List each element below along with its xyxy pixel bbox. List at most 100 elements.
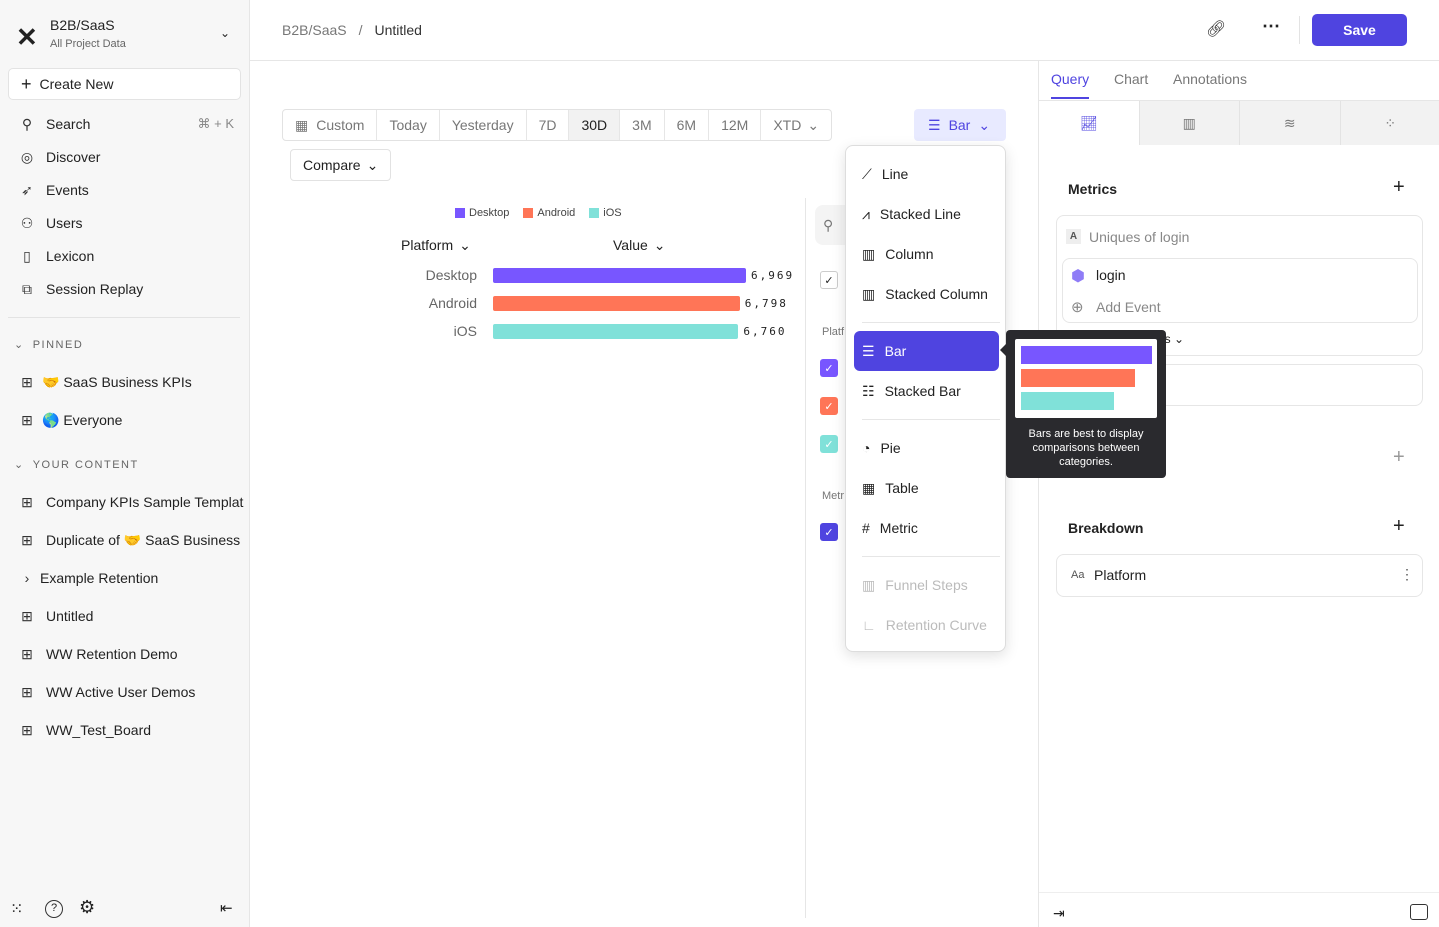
date-option-xtd[interactable]: XTD ⌄ [761,110,831,140]
metric-name[interactable]: Uniques of login [1089,229,1190,245]
add-event-button[interactable]: Add Event [1096,299,1161,315]
tab-chart[interactable]: Chart [1114,71,1149,87]
chart-type-menu: ⟋ Line ⩘ Stacked Line ▥ Column ▥ Stacked Col… [845,145,1006,652]
date-option-30d[interactable]: 30D [569,110,621,140]
report-title[interactable]: Untitled [374,22,422,38]
compare-button[interactable]: Compare ⌄ [290,149,392,181]
tab-annotations[interactable]: Annotations [1173,71,1247,87]
sidebar-item-lexicon[interactable]: ▯ Lexicon [18,244,94,268]
menu-item-column[interactable]: ▥ Column [854,234,999,274]
android-checkbox[interactable]: ✓ [820,397,838,415]
bar[interactable] [493,324,739,339]
apps-grid-icon[interactable]: ⁙ [10,901,24,918]
menu-item-line[interactable]: ⟋ Line [854,154,999,194]
menu-item-metric[interactable]: # Metric [854,508,999,548]
legend-item[interactable]: iOS [589,207,622,219]
content-item[interactable]: ⊞ WW Active User Demos [18,680,195,704]
sidebar-item-users[interactable]: ⚇ Users [18,211,83,235]
metric-checkbox[interactable]: ✓ [820,523,838,541]
calendar-icon: ▦ [295,116,309,133]
sidebar-item-discover[interactable]: ◎ Discover [18,145,101,169]
column-header-value[interactable]: Value ⌄ [613,237,666,254]
legend-item[interactable]: Android [523,207,575,219]
pinned-section-toggle[interactable]: ⌄ PINNED [14,338,84,352]
menu-item-stacked-column[interactable]: ▥ Stacked Column [854,274,999,314]
sidebar-item-events[interactable]: ➶ Events [18,178,89,202]
content-item[interactable]: ⊞ WW_Test_Board [18,718,151,742]
content-section-toggle[interactable]: ⌄ YOUR CONTENT [14,458,139,472]
sidebar-item-search[interactable]: ⚲ Search ⌘ + K [18,112,234,136]
desktop-checkbox[interactable]: ✓ [820,359,838,377]
content-item[interactable]: › Example Retention [18,566,159,590]
board-icon: ⊞ [21,645,33,662]
date-option-custom[interactable]: ▦ Custom [283,110,378,140]
select-all-checkbox[interactable]: ✓ [820,271,838,289]
chevron-right-icon: › [24,570,30,586]
date-option-today[interactable]: Today [377,110,440,140]
date-option-3m[interactable]: 3M [620,110,665,140]
pinned-item[interactable]: ⊞ 🌎 Everyone [18,408,122,432]
divider [1039,100,1439,101]
content-item[interactable]: ⊞ WW Retention Demo [18,642,177,666]
gear-icon[interactable]: ⚙ [79,897,96,917]
sidebar-item-session-replay[interactable]: ⧉ Session Replay [18,277,143,301]
breakdown-card[interactable]: Aa Platform ⋮ [1056,554,1423,597]
date-option-7d[interactable]: 7D [527,110,570,140]
content-item[interactable]: ⊞ Company KPIs Sample Templat [18,490,243,514]
board-icon: ⊞ [21,373,33,390]
date-option-yesterday[interactable]: Yesterday [440,110,527,140]
category-label: iOS [453,323,477,339]
chevron-down-icon[interactable]: ⌄ [220,26,231,40]
pinned-item[interactable]: ⊞ 🤝 SaaS Business KPIs [18,370,192,394]
breadcrumb-project[interactable]: B2B/SaaS [282,22,347,38]
funnels-icon[interactable]: ▥ [1138,101,1240,145]
column-header-platform[interactable]: Platform ⌄ [401,237,471,254]
menu-item-table[interactable]: ▦ Table [854,468,999,508]
chevron-down-icon: ⌄ [366,156,379,173]
create-new-button[interactable]: + Create New [8,68,241,100]
menu-item-retention-curve: ∟ Retention Curve [854,605,999,645]
retention-icon[interactable]: ⁘ [1339,101,1439,145]
bar[interactable] [493,268,746,283]
divider [862,419,1000,420]
content-item[interactable]: ⊞ Duplicate of 🤝 SaaS Business [18,528,240,552]
value-label: 6,760 [743,325,787,338]
date-option-12m[interactable]: 12M [709,110,762,140]
legend-item[interactable]: Desktop [455,207,509,219]
table-icon: ▦ [862,479,876,496]
retention-curve-icon: ∟ [862,617,876,633]
event-name[interactable]: login [1096,267,1126,283]
bar[interactable] [493,296,740,311]
insights-icon[interactable]: 📈︎ [1039,101,1139,145]
project-name[interactable]: B2B/SaaS [50,17,115,33]
tab-query[interactable]: Query [1051,71,1090,87]
divider [1299,16,1300,44]
kebab-menu-icon[interactable]: ⋮ [1400,566,1414,582]
collapse-panel-icon[interactable]: ⇥ [1053,905,1065,921]
panel-layout-icon[interactable] [1410,904,1428,920]
menu-item-bar[interactable]: ☰ Bar [854,331,999,371]
more-icon[interactable]: ⋯ [1262,16,1280,36]
menu-item-pie[interactable]: ◔ Pie [854,428,999,468]
flows-icon[interactable]: ≋ [1239,101,1340,145]
add-breakdown-button[interactable]: + [1393,515,1405,537]
create-new-label: Create New [39,76,114,92]
collapse-sidebar-icon[interactable]: ⇤ [220,900,233,917]
help-icon[interactable]: ? [45,900,63,918]
date-option-6m[interactable]: 6M [665,110,710,140]
board-icon: ⊞ [21,493,33,510]
section-label: PINNED [32,338,84,351]
add-metric-button[interactable]: + [1393,176,1405,198]
content-item[interactable]: ⊞ Untitled [18,604,93,628]
ios-checkbox[interactable]: ✓ [820,435,838,453]
chart-type-button[interactable]: ☰ Bar ⌄ [914,109,1006,141]
nav-label: Events [46,182,89,198]
link-icon[interactable]: 🔗︎ [1206,21,1227,38]
search-icon[interactable]: ⚲ [815,205,847,245]
menu-item-stacked-line[interactable]: ⩘ Stacked Line [854,194,999,234]
item-label: Everyone [63,411,123,428]
menu-item-stacked-bar[interactable]: ☷ Stacked Bar [854,371,999,411]
divider [862,322,1000,323]
add-filter-button[interactable]: + [1393,446,1405,468]
save-button[interactable]: Save [1312,14,1407,46]
